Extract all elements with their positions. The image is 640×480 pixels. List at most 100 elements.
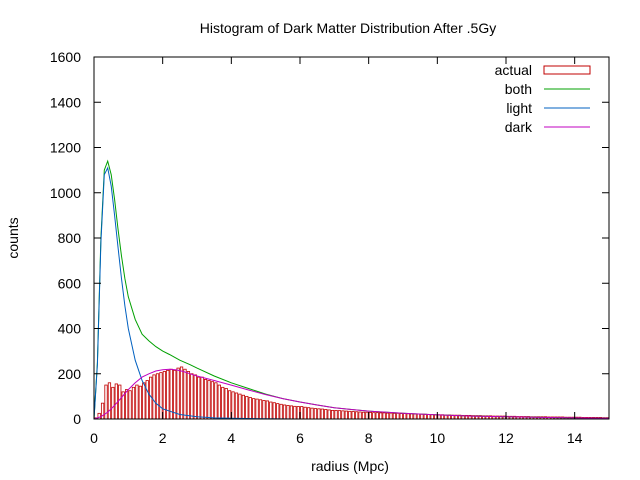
histogram-bar bbox=[186, 371, 191, 420]
x-tick-label: 8 bbox=[365, 430, 373, 446]
histogram-bar bbox=[265, 400, 269, 420]
histogram-bar bbox=[279, 403, 283, 420]
histogram-bar bbox=[337, 410, 342, 420]
x-tick-label: 10 bbox=[430, 430, 446, 446]
histogram-bar bbox=[358, 411, 362, 420]
histogram-bar bbox=[296, 406, 300, 420]
histogram-bar bbox=[389, 412, 393, 420]
histogram-bar bbox=[317, 408, 321, 420]
legend-label-dark: dark bbox=[505, 119, 533, 135]
histogram-bar bbox=[221, 386, 225, 420]
histogram-bar bbox=[392, 412, 397, 420]
x-tick-label: 12 bbox=[498, 430, 514, 446]
y-tick-label: 400 bbox=[58, 321, 82, 337]
histogram-bar bbox=[282, 404, 287, 420]
axis-ticks: 0 2 4 6 8 10 12 14 0 200 400 600 800 1000 1200 1400 1600 bbox=[50, 49, 609, 446]
histogram-bar bbox=[238, 393, 242, 420]
histogram-bar bbox=[193, 374, 197, 420]
histogram-bar bbox=[135, 384, 139, 420]
histogram-bar bbox=[227, 390, 232, 420]
histogram-bar bbox=[330, 410, 335, 420]
histogram-bar bbox=[413, 413, 417, 420]
histogram-bar bbox=[416, 413, 421, 420]
histogram-bar bbox=[128, 390, 132, 420]
histogram-bar bbox=[289, 405, 294, 420]
histogram-bar bbox=[255, 398, 259, 420]
curve-dark bbox=[93, 368, 610, 420]
histogram-bar bbox=[176, 367, 180, 420]
histogram-bar bbox=[114, 383, 118, 420]
y-tick-label: 1400 bbox=[50, 94, 81, 110]
y-tick-label: 800 bbox=[58, 230, 82, 246]
plot-frame bbox=[93, 56, 610, 420]
histogram-bar bbox=[324, 409, 328, 420]
histogram-bar bbox=[142, 382, 146, 420]
histogram-bar bbox=[379, 412, 383, 420]
x-axis-label: radius (Mpc) bbox=[311, 458, 389, 474]
histogram-bar bbox=[166, 369, 170, 420]
histogram-bar bbox=[231, 391, 235, 420]
histogram-bar bbox=[368, 412, 372, 420]
y-tick-label: 600 bbox=[58, 275, 82, 291]
histogram-bars bbox=[94, 366, 609, 420]
histogram-bar bbox=[293, 405, 297, 420]
histogram-bar bbox=[361, 411, 366, 420]
x-tick-label: 2 bbox=[159, 430, 167, 446]
histogram-bar bbox=[403, 413, 407, 420]
legend-label-both: both bbox=[505, 81, 532, 97]
histogram-bar bbox=[203, 379, 208, 420]
histogram-bar bbox=[245, 395, 249, 420]
legend-label-light: light bbox=[506, 100, 532, 116]
y-tick-label: 1000 bbox=[50, 185, 81, 201]
histogram-bar bbox=[348, 410, 352, 420]
histogram-bar bbox=[207, 380, 211, 420]
histogram-bar bbox=[344, 410, 348, 420]
y-tick-label: 0 bbox=[73, 411, 81, 427]
histogram-bar bbox=[303, 406, 307, 420]
histogram-bar bbox=[286, 405, 290, 420]
histogram-bar bbox=[351, 411, 355, 420]
histogram-bar bbox=[258, 399, 263, 420]
histogram-bar bbox=[217, 384, 221, 420]
histogram-bar bbox=[420, 413, 424, 420]
histogram-bar bbox=[313, 408, 318, 420]
histogram-bar bbox=[427, 414, 431, 420]
x-tick-label: 0 bbox=[90, 430, 98, 446]
histogram-bar bbox=[155, 373, 160, 420]
histogram-bar bbox=[173, 369, 177, 420]
histogram-bar bbox=[197, 376, 201, 420]
histogram-bar bbox=[327, 409, 331, 420]
histogram-bar bbox=[262, 400, 266, 420]
histogram-bar bbox=[409, 413, 414, 420]
x-tick-label: 14 bbox=[567, 430, 583, 446]
legend-label-actual: actual bbox=[495, 62, 532, 78]
x-tick-label: 6 bbox=[296, 430, 304, 446]
histogram-bar bbox=[241, 394, 245, 420]
histogram-bar bbox=[97, 412, 101, 420]
histogram-bar bbox=[131, 386, 136, 420]
histogram-bar bbox=[162, 371, 167, 420]
x-tick-label: 4 bbox=[227, 430, 235, 446]
histogram-bar bbox=[145, 380, 149, 420]
histogram-bar bbox=[200, 376, 204, 420]
histogram-bar bbox=[341, 410, 345, 420]
histogram-bar bbox=[334, 410, 338, 420]
histogram-bar bbox=[272, 402, 276, 420]
histogram-bar bbox=[190, 373, 194, 420]
histogram-bar bbox=[138, 385, 142, 420]
y-tick-label: 1600 bbox=[50, 49, 81, 65]
histogram-bar bbox=[276, 403, 280, 420]
y-tick-label: 200 bbox=[58, 366, 82, 382]
histogram-bar bbox=[111, 386, 115, 420]
histogram-bar bbox=[214, 382, 218, 420]
y-axis-label: counts bbox=[5, 217, 21, 258]
histogram-bar bbox=[382, 412, 386, 420]
chart-title: Histogram of Dark Matter Distribution Af… bbox=[200, 20, 496, 36]
curve-both bbox=[93, 159, 610, 420]
histogram-bar bbox=[396, 412, 400, 420]
curve-light bbox=[93, 166, 609, 420]
histogram-bar bbox=[159, 372, 163, 420]
histogram-bar bbox=[224, 388, 228, 420]
histogram-bar bbox=[118, 384, 122, 420]
